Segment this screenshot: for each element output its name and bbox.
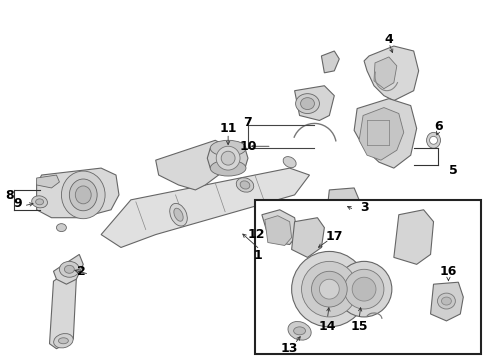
Ellipse shape [311,271,346,307]
Ellipse shape [221,151,235,165]
Text: 4: 4 [384,33,392,46]
Ellipse shape [283,157,296,168]
Text: 16: 16 [439,265,456,278]
Bar [254,200,480,354]
Polygon shape [373,57,396,89]
Polygon shape [364,46,418,100]
Polygon shape [207,148,247,168]
Ellipse shape [210,140,245,156]
Ellipse shape [291,251,366,327]
Text: 2: 2 [77,265,85,278]
Ellipse shape [32,196,47,208]
Polygon shape [49,274,76,349]
Ellipse shape [426,132,440,148]
Ellipse shape [61,171,105,219]
Text: 11: 11 [219,122,236,135]
Polygon shape [262,210,297,244]
Ellipse shape [428,136,437,144]
Ellipse shape [210,160,245,176]
Text: 6: 6 [433,120,442,133]
Ellipse shape [216,146,240,170]
Ellipse shape [437,293,454,309]
Polygon shape [326,188,358,218]
Ellipse shape [319,279,339,299]
Ellipse shape [36,199,43,205]
Text: 10: 10 [239,140,256,153]
Ellipse shape [301,261,356,317]
Ellipse shape [56,224,66,231]
Polygon shape [429,282,462,321]
Text: 15: 15 [349,320,367,333]
Text: 13: 13 [281,342,298,355]
Text: 3: 3 [359,201,367,214]
Ellipse shape [75,186,91,204]
Ellipse shape [59,338,68,344]
Polygon shape [321,51,339,73]
Ellipse shape [441,297,450,305]
Ellipse shape [344,269,383,309]
Ellipse shape [295,94,319,113]
Polygon shape [393,210,433,264]
Ellipse shape [64,265,74,273]
Polygon shape [37,168,119,218]
Polygon shape [101,168,309,247]
Text: 17: 17 [325,230,343,243]
Polygon shape [358,108,403,160]
Polygon shape [294,86,334,121]
Ellipse shape [351,277,375,301]
Text: 12: 12 [246,228,264,241]
Polygon shape [155,140,235,190]
Ellipse shape [240,181,249,189]
Ellipse shape [169,203,187,226]
Text: 9: 9 [14,197,22,210]
Text: 14: 14 [318,320,335,333]
Text: 8: 8 [5,189,14,202]
Text: 1: 1 [253,249,262,262]
Polygon shape [264,216,291,246]
Polygon shape [37,175,60,188]
Ellipse shape [293,327,305,335]
Ellipse shape [236,178,253,192]
Ellipse shape [300,98,314,109]
Polygon shape [353,99,416,168]
Polygon shape [291,218,324,257]
Ellipse shape [60,261,79,277]
Ellipse shape [54,334,73,348]
Ellipse shape [174,208,183,221]
Polygon shape [53,255,83,284]
Ellipse shape [69,179,97,211]
Text: 5: 5 [448,163,457,176]
Text: 7: 7 [243,116,252,129]
Ellipse shape [336,261,391,317]
Ellipse shape [287,321,310,340]
